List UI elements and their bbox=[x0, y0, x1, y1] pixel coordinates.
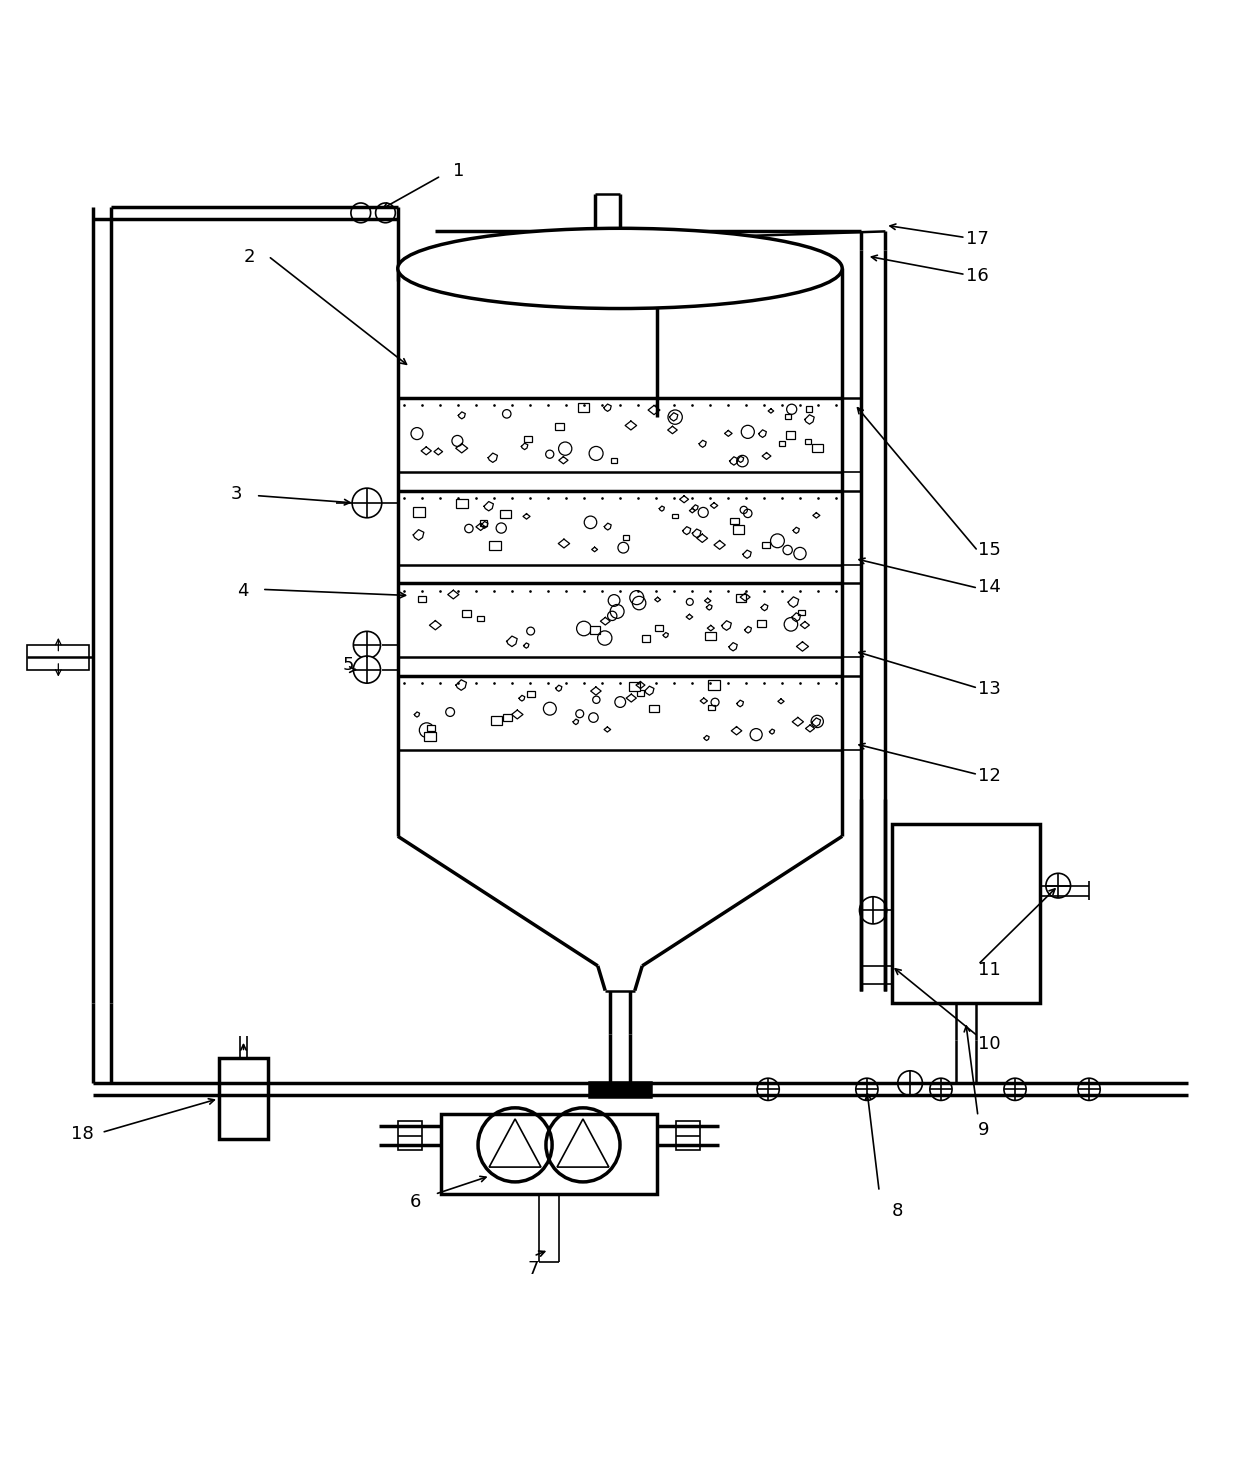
Text: 11: 11 bbox=[978, 960, 1001, 978]
Bar bbox=[611, 459, 618, 463]
Text: 16: 16 bbox=[966, 267, 988, 285]
Bar bbox=[806, 406, 812, 412]
Bar bbox=[892, 825, 1039, 1003]
Bar bbox=[708, 680, 719, 690]
Bar bbox=[799, 609, 806, 615]
Text: 10: 10 bbox=[978, 1034, 1001, 1053]
Text: 3: 3 bbox=[231, 485, 243, 503]
Bar bbox=[424, 732, 435, 740]
Circle shape bbox=[859, 897, 887, 923]
Bar bbox=[758, 620, 766, 627]
Text: 8: 8 bbox=[892, 1202, 903, 1220]
Bar bbox=[708, 705, 715, 709]
Bar bbox=[502, 714, 512, 721]
Bar bbox=[624, 535, 630, 540]
Bar bbox=[672, 513, 678, 518]
Circle shape bbox=[353, 656, 381, 683]
Circle shape bbox=[1078, 1078, 1100, 1100]
Bar bbox=[641, 636, 650, 642]
Bar bbox=[218, 1059, 268, 1139]
Bar bbox=[785, 414, 791, 419]
Bar bbox=[763, 543, 770, 549]
Bar bbox=[735, 594, 746, 602]
Bar bbox=[779, 441, 785, 447]
Bar bbox=[480, 521, 487, 527]
Text: 14: 14 bbox=[978, 578, 1001, 596]
Bar bbox=[730, 518, 739, 525]
Bar bbox=[589, 1081, 651, 1097]
Bar bbox=[649, 705, 658, 712]
Bar bbox=[398, 1121, 423, 1150]
Circle shape bbox=[930, 1078, 952, 1100]
Polygon shape bbox=[489, 1120, 541, 1167]
Bar bbox=[812, 444, 823, 451]
Polygon shape bbox=[557, 1120, 609, 1167]
Bar bbox=[525, 437, 532, 442]
Circle shape bbox=[352, 488, 382, 518]
Bar bbox=[418, 596, 425, 602]
Bar bbox=[733, 525, 744, 534]
Circle shape bbox=[758, 1078, 779, 1100]
Text: 7: 7 bbox=[528, 1261, 539, 1279]
Bar bbox=[629, 683, 640, 690]
Text: 18: 18 bbox=[71, 1125, 93, 1143]
Circle shape bbox=[1045, 873, 1070, 898]
Bar bbox=[500, 509, 511, 518]
Text: 1: 1 bbox=[454, 162, 465, 180]
Circle shape bbox=[353, 631, 381, 658]
Bar bbox=[441, 1114, 657, 1195]
Circle shape bbox=[1004, 1078, 1027, 1100]
Text: 13: 13 bbox=[978, 680, 1001, 698]
Bar bbox=[590, 627, 600, 634]
Bar bbox=[413, 507, 425, 516]
Bar bbox=[676, 1121, 701, 1150]
Text: 5: 5 bbox=[342, 655, 353, 674]
Bar bbox=[491, 715, 502, 724]
Bar bbox=[805, 440, 811, 444]
Bar bbox=[490, 541, 501, 550]
Bar bbox=[461, 611, 470, 618]
Text: 2: 2 bbox=[243, 248, 255, 267]
Text: 12: 12 bbox=[978, 767, 1001, 785]
Text: 4: 4 bbox=[237, 581, 249, 599]
Bar bbox=[556, 423, 564, 431]
Circle shape bbox=[856, 1078, 878, 1100]
Text: 9: 9 bbox=[978, 1121, 990, 1139]
Bar bbox=[578, 403, 589, 412]
Bar bbox=[527, 690, 536, 698]
Ellipse shape bbox=[398, 229, 842, 308]
Text: 6: 6 bbox=[410, 1193, 422, 1211]
Bar bbox=[655, 625, 663, 631]
Bar bbox=[706, 631, 717, 640]
Bar bbox=[427, 724, 435, 730]
Bar bbox=[456, 499, 467, 509]
Circle shape bbox=[898, 1071, 923, 1096]
Text: 15: 15 bbox=[978, 541, 1001, 559]
Bar bbox=[574, 249, 666, 271]
Bar bbox=[477, 615, 484, 621]
Bar bbox=[786, 431, 795, 440]
Bar bbox=[636, 690, 644, 696]
Bar bbox=[27, 645, 89, 670]
Text: 17: 17 bbox=[966, 230, 988, 248]
